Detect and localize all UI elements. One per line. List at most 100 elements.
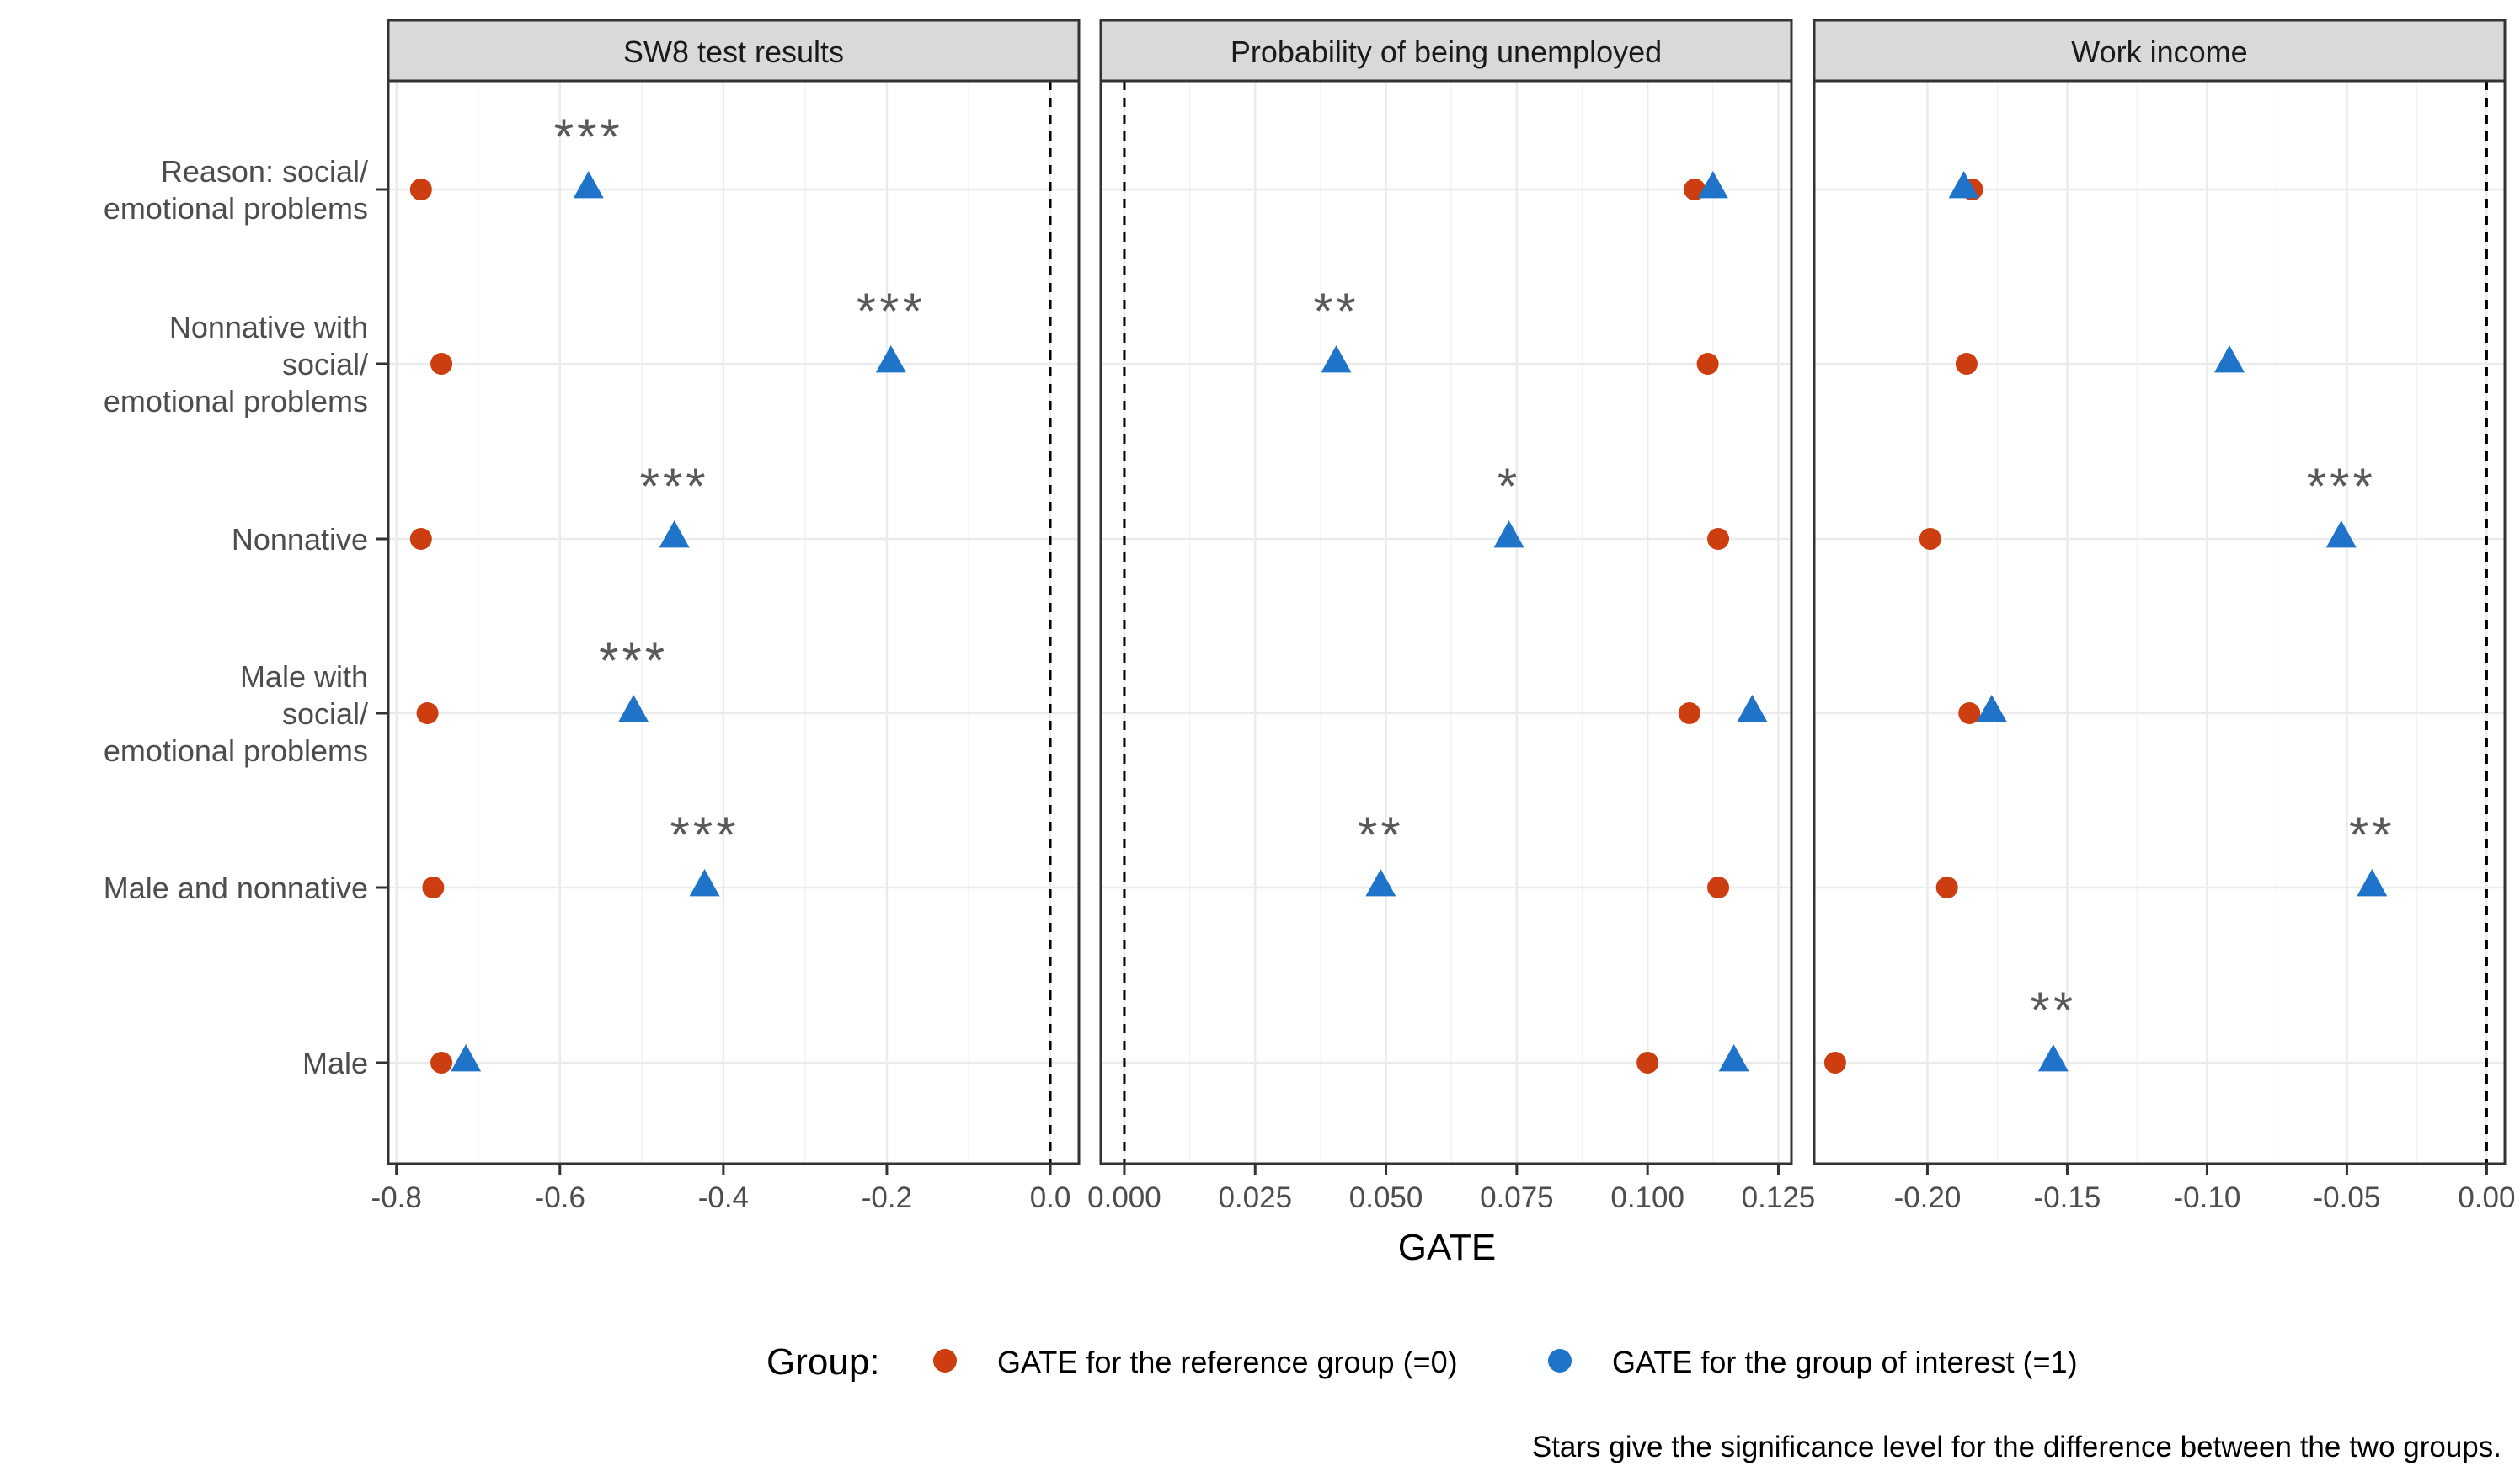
x-tick-label: 0.0: [1030, 1181, 1071, 1214]
interest-point: [1737, 695, 1768, 722]
interest-point: [1976, 695, 2007, 722]
reference-point: [1955, 353, 1978, 375]
reference-point: [409, 179, 432, 200]
reference-point: [1935, 877, 1958, 898]
reference-point: [1707, 528, 1730, 550]
significance-stars: **: [2349, 807, 2395, 863]
significance-stars: ***: [670, 807, 739, 863]
interest-point: [1948, 171, 1979, 199]
y-tick-label-line: Nonnative with: [169, 310, 368, 344]
interest-point: [2037, 1044, 2069, 1072]
y-tick-label-line: Reason: social/: [161, 154, 368, 189]
interest-point: [2213, 345, 2245, 373]
y-tick-label-2: Nonnative with social/emotional problems: [104, 310, 368, 418]
significance-stars: *: [1498, 458, 1520, 514]
reference-point: [1823, 1052, 1846, 1074]
facet-title: Probability of being unemployed: [1231, 35, 1662, 69]
y-tick-label-line: emotional problems: [104, 733, 368, 768]
facet-title: SW8 test results: [623, 35, 844, 69]
x-tick-label: -0.4: [698, 1181, 749, 1214]
x-tick-label: 0.00: [2458, 1181, 2515, 1214]
x-tick-label: -0.15: [2034, 1181, 2101, 1214]
interest-point: [2325, 520, 2357, 548]
facet-strip: [1099, 19, 1793, 83]
y-tick-label-line: Nonnative: [232, 522, 368, 557]
interest-point: [1718, 1044, 1749, 1072]
reference-point: [1636, 1052, 1659, 1074]
legend: Group: GATE for the reference group (=0)…: [766, 1341, 2078, 1383]
y-tick-label-line: social/: [282, 696, 368, 731]
y-tick-label-6: Male: [302, 1046, 368, 1080]
legend-label-reference: GATE for the reference group (=0): [997, 1345, 1458, 1379]
caption: Stars give the significance level for th…: [1532, 1431, 2501, 1463]
x-tick-label: 0.100: [1610, 1181, 1684, 1214]
x-tick-label: -0.2: [862, 1181, 912, 1214]
y-tick-label-line: emotional problems: [104, 384, 368, 418]
reference-point: [1696, 353, 1719, 375]
y-tick-label-4: Male with social/emotional problems: [104, 659, 368, 768]
interest-point: [1493, 520, 1524, 548]
y-tick-label-line: social/: [282, 347, 368, 381]
x-tick-label: 0.075: [1480, 1181, 1554, 1214]
reference-point: [1958, 702, 1981, 724]
legend-key-interest: [1548, 1349, 1572, 1373]
x-tick-label: 0.050: [1349, 1181, 1423, 1214]
panel-3: *******Work income-0.20 -0.15 -0.10 -0.05 0.…: [1813, 19, 2515, 1214]
reference-point: [409, 528, 432, 550]
facet-title: Work income: [2071, 35, 2247, 69]
reference-point: [430, 353, 453, 375]
x-tick-label: 0.125: [1742, 1181, 1816, 1214]
interest-point: [875, 345, 906, 373]
interest-point: [618, 695, 649, 722]
significance-stars: ***: [599, 632, 668, 689]
interest-point: [659, 520, 690, 548]
significance-stars: ***: [857, 283, 926, 339]
x-tick-label: -0.6: [535, 1181, 585, 1214]
y-tick-label-5: Male and nonnative: [104, 871, 368, 905]
interest-point: [2357, 869, 2388, 897]
panel-1: *** *** *** *** *** SW8 test results -0.8 -0.6 -…: [371, 19, 1081, 1214]
legend-label-interest: GATE for the group of interest (=1): [1612, 1345, 2078, 1379]
y-tick-label-line: emotional problems: [104, 191, 368, 226]
interest-point: [1697, 171, 1728, 199]
y-tick-label-1: Reason: social/emotional problems: [104, 154, 368, 226]
interest-point: [1365, 869, 1396, 897]
panel-border: [1813, 79, 2507, 1165]
panels: Reason: social/emotional problemsNonnati…: [104, 19, 2515, 1214]
y-tick-label-line: Male and nonnative: [104, 871, 368, 905]
x-tick-label: 0.025: [1218, 1181, 1292, 1214]
y-tick-label-line: Male: [302, 1046, 368, 1080]
reference-point: [1919, 528, 1941, 550]
x-tick-label: -0.8: [371, 1181, 422, 1214]
x-tick-label: 0.000: [1087, 1181, 1161, 1214]
y-tick-label-line: Male with: [240, 659, 368, 694]
significance-stars: ***: [2307, 458, 2376, 514]
reference-point: [430, 1052, 453, 1074]
interest-point: [1321, 345, 1352, 373]
significance-stars: ***: [640, 458, 709, 514]
reference-point: [416, 702, 439, 724]
x-axis-title: GATE: [1398, 1227, 1497, 1268]
panel-border: [387, 79, 1081, 1165]
significance-stars: **: [1358, 807, 1404, 863]
legend-title: Group:: [766, 1341, 880, 1383]
interest-point: [451, 1044, 482, 1072]
facet-strip: [387, 19, 1081, 83]
x-tick-label: -0.05: [2314, 1181, 2381, 1214]
legend-key-reference: [933, 1349, 957, 1373]
significance-stars: **: [2030, 982, 2076, 1038]
x-tick-label: -0.20: [1894, 1181, 1962, 1214]
facet-strip: [1813, 19, 2507, 83]
reference-point: [1707, 877, 1730, 898]
x-tick-label: -0.10: [2174, 1181, 2241, 1214]
panel-border: [1099, 79, 1793, 1165]
interest-point: [689, 869, 720, 897]
y-tick-label-3: Nonnative: [232, 522, 368, 557]
panel-2: *****Probability of being unemployed0.00…: [1087, 19, 1816, 1214]
significance-stars: ***: [554, 109, 623, 165]
reference-point: [422, 877, 445, 898]
significance-stars: **: [1313, 283, 1359, 339]
interest-point: [573, 171, 604, 199]
reference-point: [1678, 702, 1700, 724]
